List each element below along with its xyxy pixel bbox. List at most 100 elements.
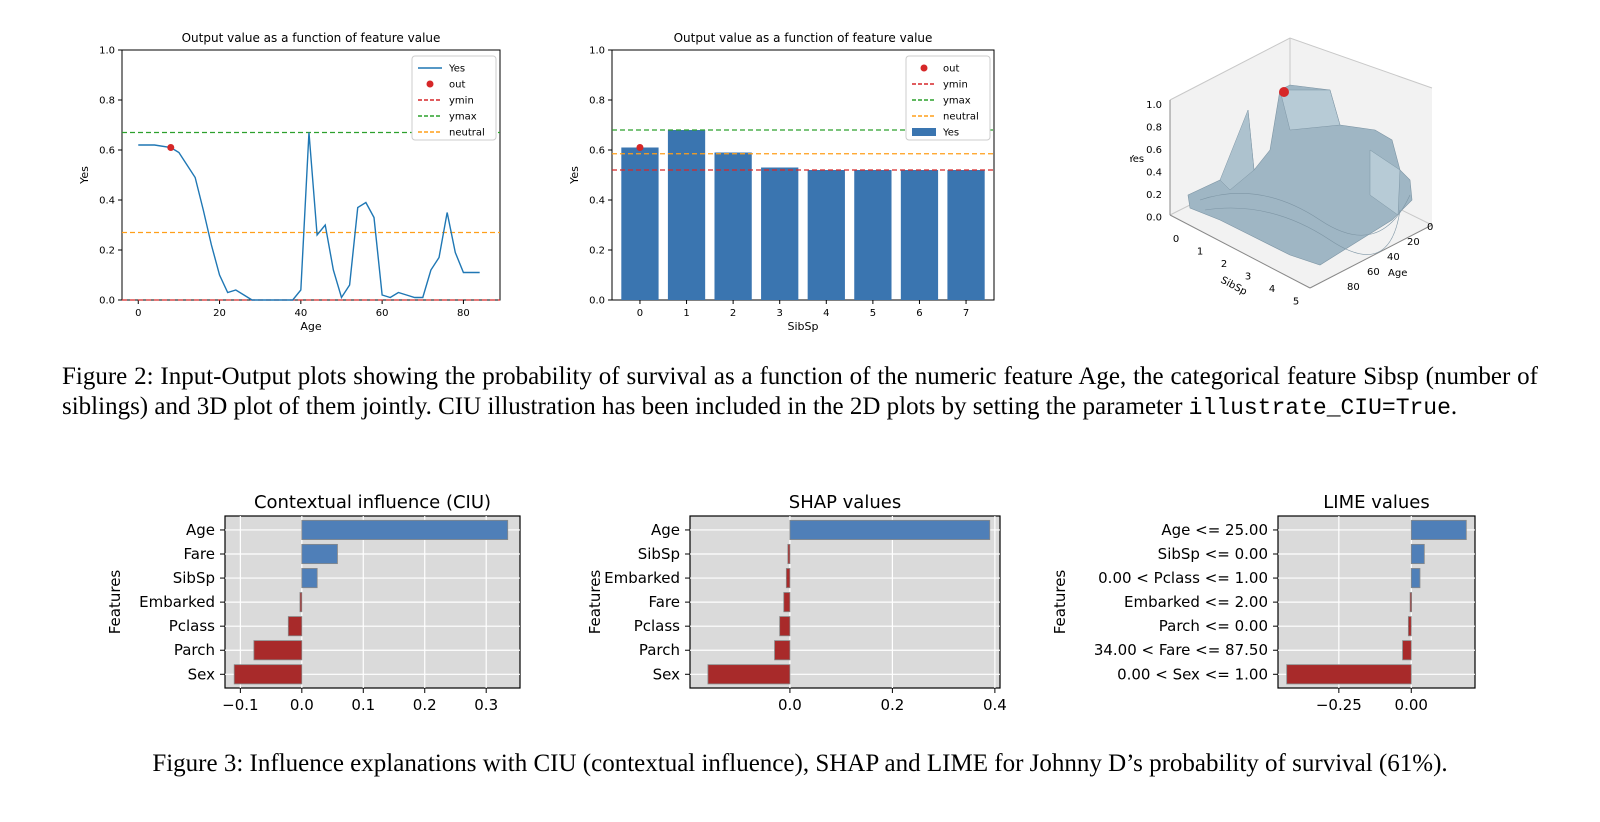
z-tick-label: 0.8 <box>1146 123 1162 134</box>
x-tick-label: 0 <box>135 308 141 319</box>
y-tick-label: Parch <box>174 641 215 659</box>
bar <box>761 167 799 300</box>
x-tick-label: 60 <box>376 308 389 319</box>
x-tick-label: 4 <box>823 308 829 319</box>
x-axis-label: SibSp <box>788 320 819 333</box>
figure-2-caption-text: Figure 2: Input-Output plots showing the… <box>62 363 1538 420</box>
y-tick-label: Embarked <box>139 593 215 611</box>
bar <box>1402 640 1412 661</box>
out-point <box>636 144 644 151</box>
bar <box>1410 519 1467 540</box>
bar <box>1409 592 1413 613</box>
y-tick-label: 0.00 < Sex <= 1.00 <box>1117 665 1268 683</box>
chart-title: Contextual influence (CIU) <box>254 492 491 513</box>
x-tick-label: −0.25 <box>1316 696 1362 714</box>
x-tick-label: 1 <box>683 308 689 319</box>
x-tick-label: 0.0 <box>778 696 802 714</box>
y-tick-label: 0.4 <box>99 196 115 207</box>
sibsp-tick-label: 5 <box>1293 297 1299 308</box>
legend-label: ymin <box>943 80 968 91</box>
legend-label: out <box>449 80 465 91</box>
legend-marker <box>912 128 936 136</box>
bar <box>253 640 303 661</box>
sibsp-axis-ticks: 0 1 2 3 4 5 <box>1173 234 1299 308</box>
y-tick-label: Parch <box>639 641 680 659</box>
y-tick-label: Fare <box>648 593 680 611</box>
sibsp-tick-label: 3 <box>1245 272 1251 283</box>
x-tick-label: 0.3 <box>474 696 498 714</box>
legend-label: Yes <box>448 64 465 75</box>
z-axis-ticks: 1.0 0.8 0.6 0.4 0.2 0.0 <box>1146 100 1162 224</box>
y-tick-label: 0.2 <box>99 246 115 257</box>
x-tick-label: −0.1 <box>222 696 258 714</box>
age-axis-ticks: 0 20 40 60 80 <box>1347 222 1433 293</box>
age-tick-label: 0 <box>1427 222 1433 233</box>
bar <box>787 543 791 565</box>
x-tick-label: 40 <box>294 308 307 319</box>
y-tick-label: Pclass <box>169 617 215 635</box>
y-tick-label: Embarked <= 2.00 <box>1124 593 1268 611</box>
y-tick-label: 0.00 < Pclass <= 1.00 <box>1098 569 1268 587</box>
z-axis-label: Yes <box>1130 154 1144 165</box>
bar <box>287 616 303 637</box>
y-tick-label: 0.4 <box>589 196 605 207</box>
bar <box>900 170 939 300</box>
bar <box>621 147 659 300</box>
y-tick-label: 34.00 < Fare <= 87.50 <box>1094 641 1268 659</box>
lime-barh-chart: LIME values −0.25 0.00 Age <= 25.00 SibSp <=… <box>1051 492 1476 714</box>
bar <box>299 592 303 613</box>
bar <box>1407 616 1412 637</box>
x-tick-label: 0.00 <box>1395 696 1428 714</box>
y-axis-label: Yes <box>78 166 91 185</box>
legend-label: neutral <box>449 128 485 139</box>
legend-label: ymax <box>449 112 477 123</box>
bar <box>783 592 791 613</box>
bar <box>714 152 752 300</box>
chart-title: LIME values <box>1323 492 1430 513</box>
bar <box>785 568 791 589</box>
y-tick-label: 1.0 <box>99 46 115 57</box>
y-tick-label: 0.0 <box>589 296 605 307</box>
age-tick-label: 20 <box>1407 237 1420 248</box>
out-point <box>167 144 175 151</box>
bar <box>854 170 892 300</box>
y-tick-label: Pclass <box>634 617 680 635</box>
age-tick-label: 80 <box>1347 282 1360 293</box>
y-tick-label: 0.0 <box>99 296 115 307</box>
sibsp-tick-label: 1 <box>1197 247 1203 258</box>
z-tick-label: 1.0 <box>1146 100 1162 111</box>
ciu-barh-chart: Contextual influence (CIU) −0.1 0.0 0.1 0.2 0… <box>106 492 521 714</box>
age-tick-label: 40 <box>1387 252 1400 263</box>
y-tick-label: Age <= 25.00 <box>1161 521 1268 539</box>
y-tick-label: SibSp <box>173 569 215 587</box>
age-tick-label: 60 <box>1367 267 1380 278</box>
bar <box>1410 543 1425 565</box>
y-tick-label: Sex <box>188 665 215 683</box>
y-tick-label: 0.8 <box>99 96 115 107</box>
legend-label: ymax <box>943 96 971 107</box>
legend-label: Yes <box>942 128 959 139</box>
y-tick-label: 1.0 <box>589 46 605 57</box>
z-tick-label: 0.6 <box>1146 145 1162 156</box>
y-axis-label: Features <box>1051 570 1069 635</box>
bar <box>667 130 706 300</box>
bar <box>947 170 985 300</box>
y-tick-label: Fare <box>183 545 215 563</box>
x-tick-label: 3 <box>777 308 783 319</box>
y-axis-label: Yes <box>568 166 581 185</box>
figure-2-caption: Figure 2: Input-Output plots showing the… <box>62 362 1538 423</box>
x-tick-label: 0.0 <box>290 696 314 714</box>
y-axis-label: Features <box>106 570 124 635</box>
shap-barh-chart: SHAP values 0.0 0.2 0.4 Age SibSp Embarked Fare… <box>586 492 1007 714</box>
legend-label: out <box>943 64 959 75</box>
chart-title: Output value as a function of feature va… <box>674 31 933 45</box>
y-tick-label: Sex <box>653 665 680 683</box>
x-tick-label: 0 <box>637 308 643 319</box>
y-tick-label: 0.2 <box>589 246 605 257</box>
sibsp-tick-label: 2 <box>1221 259 1227 270</box>
y-tick-label: SibSp <= 0.00 <box>1158 545 1268 563</box>
age-line-chart: Output value as a function of feature va… <box>78 31 501 333</box>
bar <box>789 519 991 540</box>
z-tick-label: 0.4 <box>1146 168 1162 179</box>
